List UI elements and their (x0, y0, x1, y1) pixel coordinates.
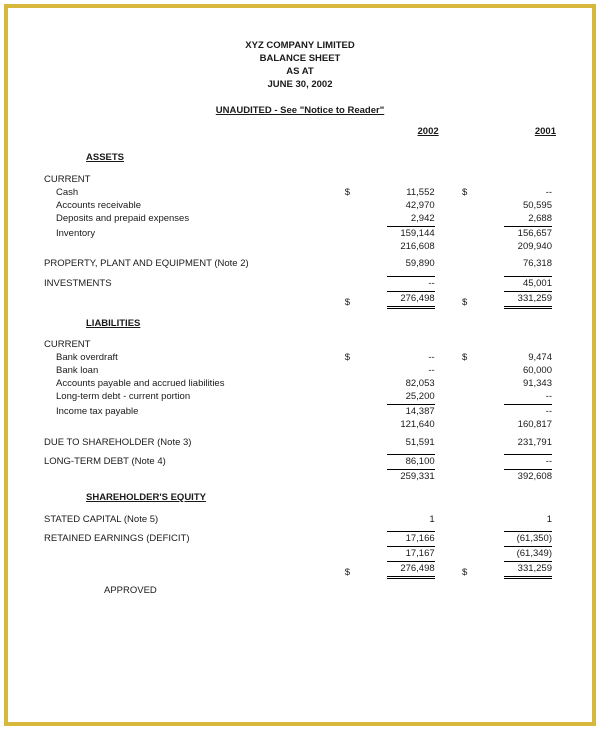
year-1: 2002 (364, 126, 439, 144)
report-date: JUNE 30, 2002 (44, 79, 556, 91)
row-ap: Accounts payable and accrued liabilities… (44, 378, 556, 391)
year-2: 2001 (481, 126, 556, 144)
audit-notice: UNAUDITED - See "Notice to Reader" (44, 105, 556, 117)
row-cash: Cash $ 11,552 $ -- (44, 187, 556, 200)
row-current-assets-total: 216,608 209,940 (44, 240, 556, 253)
currency-symbol: $ (343, 187, 364, 200)
row-ar: Accounts receivable 42,970 50,595 (44, 199, 556, 212)
as-at: AS AT (44, 66, 556, 78)
row-ppe: PROPERTY, PLANT AND EQUIPMENT (Note 2) 5… (44, 258, 556, 271)
row-tax: Income tax payable 14,387 -- (44, 403, 556, 418)
row-inventory: Inventory 159,144 156,657 (44, 225, 556, 240)
row-total-equity: 17,167 (61,349) (44, 546, 556, 561)
liabilities-heading: LIABILITIES (44, 310, 343, 334)
approved-label: APPROVED (44, 585, 343, 598)
row-ltd: LONG-TERM DEBT (Note 4) 86,100 -- (44, 454, 556, 469)
cash-2001: -- (481, 187, 556, 200)
row-ltd-current: Long-term debt - current portion 25,200 … (44, 390, 556, 403)
row-investments: INVESTMENTS -- 45,001 (44, 276, 556, 291)
year-header-row: 2002 2001 (44, 126, 556, 144)
current-assets-label: CURRENT (44, 168, 343, 186)
row-current-liab-total: 121,640 160,817 (44, 418, 556, 431)
document-header: XYZ COMPANY LIMITED BALANCE SHEET AS AT … (44, 40, 556, 91)
current-liab-label: CURRENT (44, 333, 343, 351)
cash-label: Cash (44, 187, 343, 200)
row-overdraft: Bank overdraft $ -- $ 9,474 (44, 352, 556, 365)
balance-sheet-table: 2002 2001 ASSETS CURRENT Cash $ 11,552 $… (44, 126, 556, 597)
equity-heading: SHAREHOLDER'S EQUITY (44, 484, 343, 508)
company-name: XYZ COMPANY LIMITED (44, 40, 556, 52)
cash-2002: 11,552 (364, 187, 439, 200)
row-loan: Bank loan -- 60,000 (44, 365, 556, 378)
row-stated-capital: STATED CAPITAL (Note 5) 1 1 (44, 508, 556, 526)
assets-heading: ASSETS (44, 144, 343, 168)
row-grand-total: $ 276,498 $ 331,259 (44, 561, 556, 580)
row-total-assets: $ 276,498 $ 331,259 (44, 291, 556, 310)
row-shareholder: DUE TO SHAREHOLDER (Note 3) 51,591 231,7… (44, 436, 556, 449)
document-frame: XYZ COMPANY LIMITED BALANCE SHEET AS AT … (4, 4, 596, 726)
row-deposits: Deposits and prepaid expenses 2,942 2,68… (44, 212, 556, 225)
row-retained: RETAINED EARNINGS (DEFICIT) 17,166 (61,3… (44, 531, 556, 546)
row-total-liab: 259,331 392,608 (44, 469, 556, 484)
report-title: BALANCE SHEET (44, 53, 556, 65)
